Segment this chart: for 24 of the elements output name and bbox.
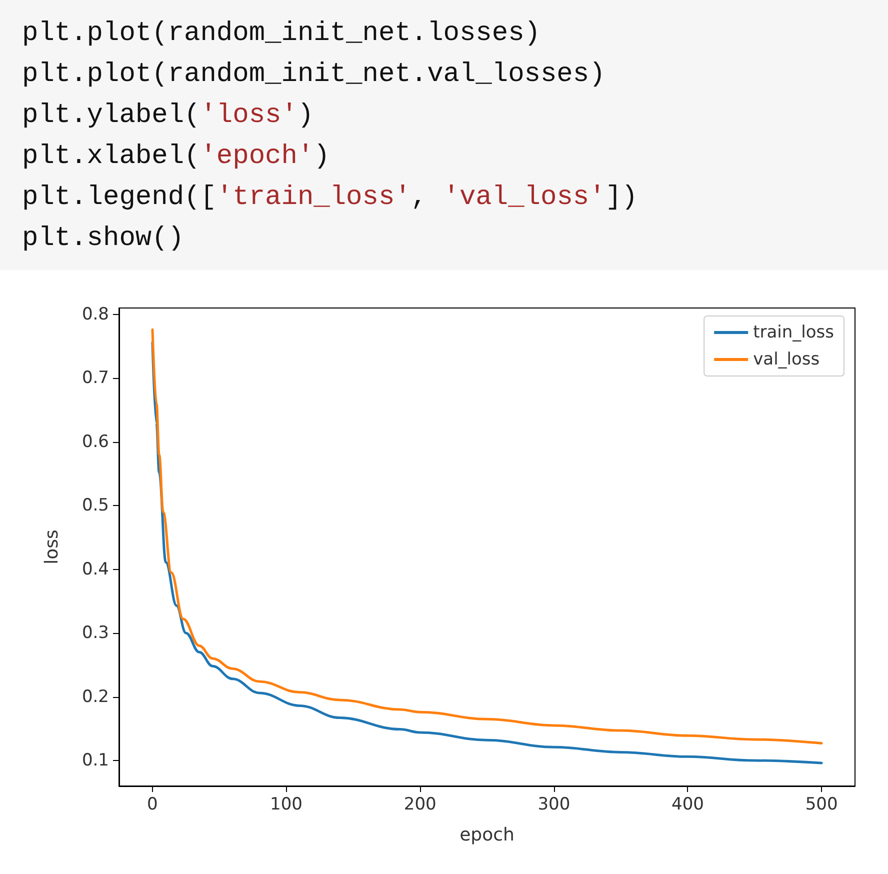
text: plt.plot(random_init_net.val_losses)	[22, 59, 606, 92]
x-tick-label: 200	[404, 794, 436, 814]
legend-label: train_loss	[753, 322, 834, 342]
x-tick-label: 100	[270, 794, 302, 814]
y-tick-label: 0.5	[82, 496, 109, 516]
text: plt.ylabel('loss')	[22, 100, 315, 133]
x-tick-label: 300	[538, 794, 570, 814]
y-axis-title: loss	[42, 530, 62, 564]
y-tick-label: 0.3	[82, 623, 109, 644]
legend-label: val_loss	[753, 350, 820, 370]
y-tick-label: 0.4	[82, 559, 109, 580]
x-tick-label: 400	[672, 794, 704, 814]
y-tick-label: 0.1	[82, 750, 109, 771]
text: plt.legend(['train_loss', 'val_loss'])	[22, 182, 639, 215]
y-tick-label: 0.6	[82, 432, 109, 452]
text: plt.show()	[22, 223, 186, 256]
y-tick-label: 0.7	[82, 368, 109, 388]
y-tick-label: 0.2	[82, 686, 109, 707]
text: plt.xlabel('epoch')	[22, 141, 331, 174]
y-tick-label: 0.8	[82, 304, 109, 324]
x-tick-label: 500	[805, 794, 838, 814]
x-axis-title: epoch	[460, 824, 514, 846]
x-tick-label: 0	[147, 794, 158, 814]
text: plt.plot(random_init_net.losses)	[22, 18, 542, 51]
